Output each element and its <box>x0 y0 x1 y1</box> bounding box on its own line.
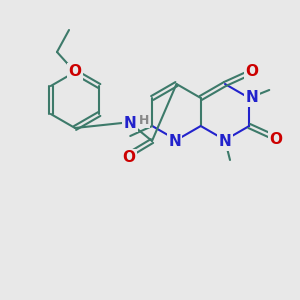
Text: N: N <box>246 91 259 106</box>
Text: O: O <box>68 64 82 80</box>
Text: O: O <box>270 131 283 146</box>
Text: H: H <box>139 113 149 127</box>
Text: N: N <box>219 134 231 149</box>
Text: O: O <box>245 64 259 79</box>
Text: N: N <box>124 116 136 130</box>
Text: N: N <box>168 134 181 149</box>
Text: O: O <box>122 151 136 166</box>
